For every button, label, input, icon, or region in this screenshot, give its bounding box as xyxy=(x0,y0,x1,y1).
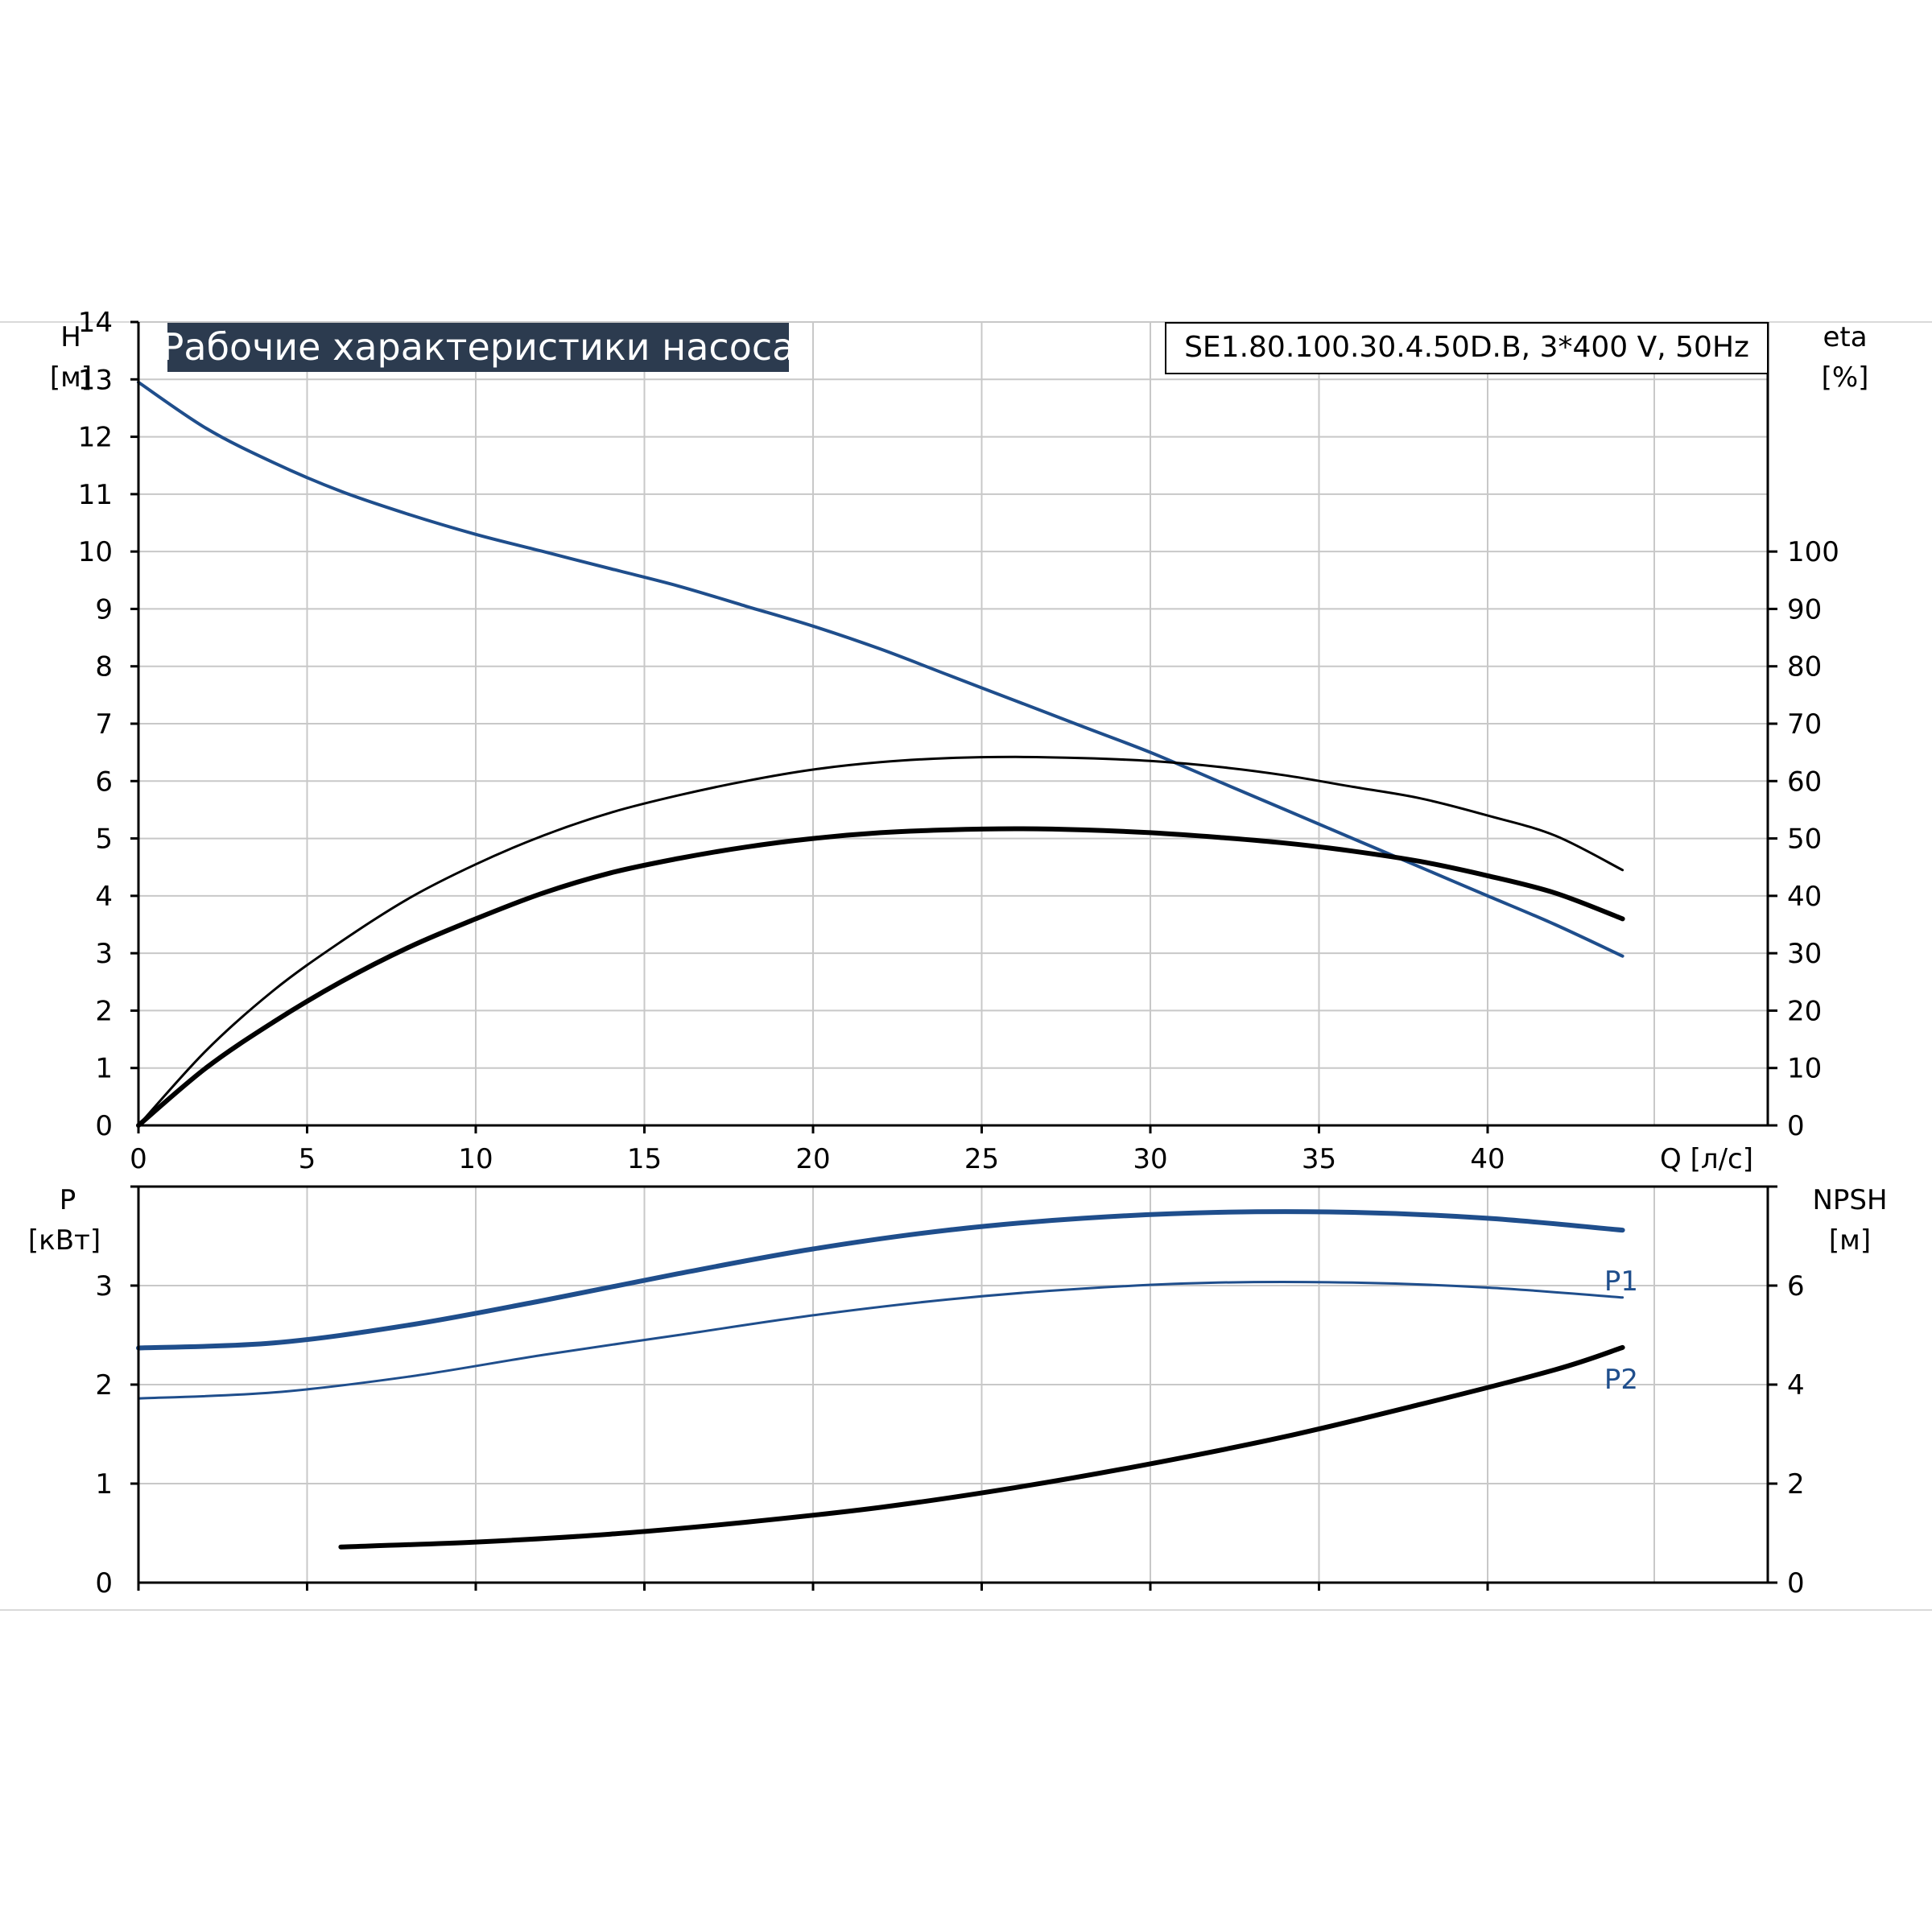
power-left-tick-label: 3 xyxy=(95,1270,113,1302)
head-right-tick-label: 0 xyxy=(1787,1110,1805,1142)
head-axis-label: H xyxy=(60,321,81,353)
head-left-tick-label: 4 xyxy=(95,881,113,913)
head-right-tick-label: 20 xyxy=(1787,995,1822,1027)
head-left-tick-label: 6 xyxy=(95,766,113,798)
p1-curve-label: P1 xyxy=(1604,1265,1638,1298)
p2-curve-label: P2 xyxy=(1604,1364,1638,1396)
flow-tick-label: 20 xyxy=(795,1143,830,1175)
head-left-tick-label: 7 xyxy=(95,708,113,741)
head-chart-tick-labels: 0 5 10 15 20 25 30 35 40012345678910111213140102… xyxy=(78,307,1839,1175)
head-chart-curves xyxy=(136,380,1625,1128)
head-left-tick-label: 10 xyxy=(78,536,113,568)
chart-title: Рабочие характеристики насоса xyxy=(162,325,795,369)
head-curve-0 xyxy=(137,380,1624,958)
power-axis-unit: [кВт] xyxy=(28,1224,101,1257)
flow-tick-label: 25 xyxy=(964,1143,999,1175)
head-right-tick-label: 40 xyxy=(1787,881,1822,913)
flow-tick-label: 40 xyxy=(1470,1143,1505,1175)
eta-axis-unit: [%] xyxy=(1822,361,1869,394)
head-chart-grid xyxy=(138,321,1768,1125)
power-axis-label: P xyxy=(60,1184,76,1216)
power-left-tick-label: 1 xyxy=(95,1468,113,1501)
flow-tick-label: 0 xyxy=(130,1143,147,1175)
head-left-tick-label: 5 xyxy=(95,824,113,856)
head-right-tick-label: 60 xyxy=(1787,766,1822,798)
head-right-tick-label: 10 xyxy=(1787,1053,1822,1085)
power-right-tick-label: 6 xyxy=(1787,1270,1805,1302)
model-label-box xyxy=(1165,322,1769,374)
head-right-tick-label: 50 xyxy=(1787,824,1822,856)
power-left-tick-label: 0 xyxy=(95,1567,113,1600)
power-npsh-chart: 0 1 2 3 0 2 4 6 P [кВт] NPSH [м] P1 P2 xyxy=(28,1184,1888,1600)
head-left-tick-label: 8 xyxy=(95,651,113,683)
head-curve-2 xyxy=(136,826,1625,1128)
flow-tick-label: 35 xyxy=(1302,1143,1336,1175)
flow-tick-label: 5 xyxy=(299,1143,316,1175)
head-right-tick-label: 90 xyxy=(1787,593,1822,625)
power-right-tick-label: 4 xyxy=(1787,1369,1805,1402)
head-right-tick-label: 80 xyxy=(1787,651,1822,683)
chart-title-box xyxy=(167,323,789,372)
head-right-tick-label: 100 xyxy=(1787,536,1839,568)
head-right-tick-label: 30 xyxy=(1787,938,1822,970)
power-curve-2 xyxy=(338,1344,1625,1550)
npsh-axis-label: NPSH xyxy=(1812,1184,1887,1216)
head-left-tick-label: 2 xyxy=(95,995,113,1027)
flow-axis-label: Q [л/с] xyxy=(1660,1143,1753,1175)
eta-axis-label: eta xyxy=(1823,321,1867,353)
head-left-tick-label: 9 xyxy=(95,593,113,625)
power-right-tick-label: 2 xyxy=(1787,1468,1805,1501)
head-efficiency-chart: 0 5 10 15 20 25 30 35 40012345678910111213140102… xyxy=(50,307,1869,1175)
power-left-tick-label: 2 xyxy=(95,1369,113,1402)
model-label: SE1.80.100.30.4.50D.B, 3*400 V, 50Hz xyxy=(1184,331,1749,364)
head-chart-axes xyxy=(130,320,1777,1133)
head-left-tick-label: 11 xyxy=(78,479,113,511)
power-chart-curves xyxy=(136,1209,1625,1550)
head-left-tick-label: 13 xyxy=(78,364,113,396)
head-left-tick-label: 3 xyxy=(95,938,113,970)
flow-tick-label: 15 xyxy=(627,1143,662,1175)
head-right-tick-label: 70 xyxy=(1787,708,1822,741)
head-left-tick-label: 0 xyxy=(95,1110,113,1142)
head-axis-unit: [м] xyxy=(50,361,92,394)
head-left-tick-label: 12 xyxy=(78,422,113,454)
flow-tick-label: 10 xyxy=(458,1143,493,1175)
power-chart-tick-labels: 0 1 2 3 0 2 4 6 xyxy=(95,1270,1804,1600)
power-chart-grid xyxy=(138,1186,1768,1583)
power-chart-axes xyxy=(130,1185,1777,1591)
p2-curve xyxy=(137,1280,1624,1400)
p1-curve xyxy=(136,1209,1625,1351)
npsh-axis-unit: [м] xyxy=(1829,1224,1871,1257)
power-right-tick-label: 0 xyxy=(1787,1567,1805,1600)
head-left-tick-label: 1 xyxy=(95,1053,113,1085)
head-left-tick-label: 14 xyxy=(78,307,113,339)
head-curve-1 xyxy=(137,755,1624,1127)
flow-tick-label: 30 xyxy=(1133,1143,1167,1175)
